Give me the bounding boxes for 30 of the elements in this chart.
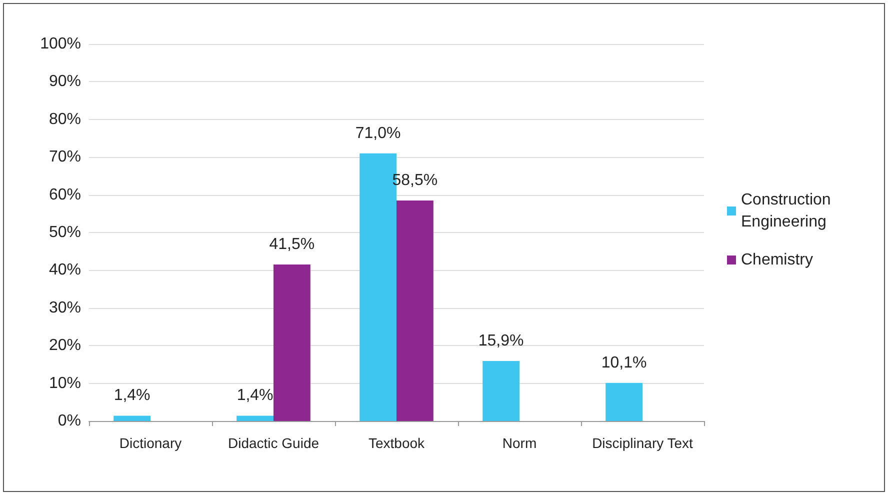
x-tick-label: Didactic Guide <box>228 435 320 451</box>
data-label: 71,0% <box>355 124 401 142</box>
y-tick-label: 50% <box>48 224 81 241</box>
y-tick-label: 70% <box>48 148 81 166</box>
data-label: 15,9% <box>478 332 524 350</box>
data-label: 1,4% <box>236 387 274 404</box>
bar <box>236 416 274 421</box>
x-tick-label: Dictionary <box>119 435 182 451</box>
y-tick-label: 100% <box>40 36 81 52</box>
x-tick-label: Textbook <box>368 435 426 451</box>
data-label: 10,1% <box>601 354 647 372</box>
x-tick-label: Disciplinary Text <box>592 435 694 451</box>
data-label: 41,5% <box>269 236 315 254</box>
y-tick-label: 90% <box>48 73 81 90</box>
y-tick-label: 60% <box>48 186 81 204</box>
x-tick-label: Norm <box>502 435 537 451</box>
y-tick-label: 20% <box>48 337 81 354</box>
y-tick-label: 40% <box>48 262 81 279</box>
bar <box>274 264 310 421</box>
bar <box>396 200 434 421</box>
y-tick-label: 80% <box>48 110 81 128</box>
legend-label: Chemistry <box>741 252 814 268</box>
y-tick-label: 30% <box>48 299 81 316</box>
bar <box>606 382 642 421</box>
y-tick-label: 10% <box>48 374 81 392</box>
data-label: 1,4% <box>114 387 150 404</box>
bar <box>114 416 150 421</box>
y-tick-label: 0% <box>58 412 81 430</box>
bar <box>482 361 520 421</box>
legend-label: Construction Engineering <box>741 192 836 230</box>
